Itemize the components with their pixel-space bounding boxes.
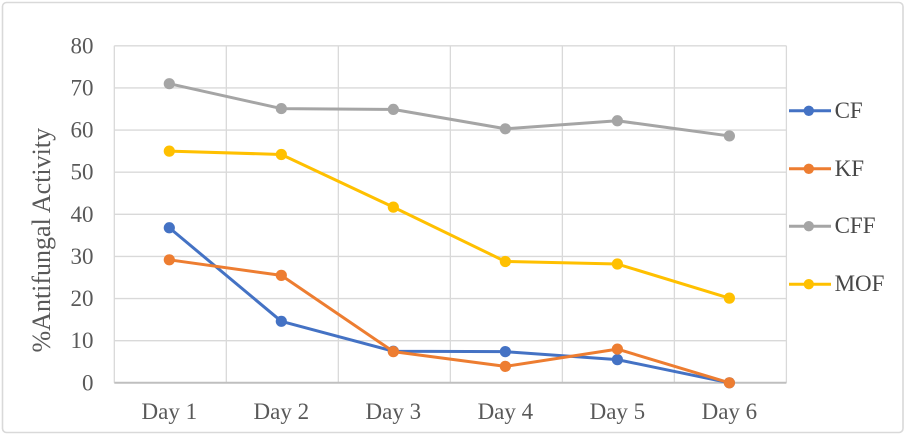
svg-text:Day 2: Day 2 <box>254 399 310 424</box>
svg-text:30: 30 <box>71 244 94 269</box>
svg-text:60: 60 <box>71 118 94 143</box>
svg-text:70: 70 <box>71 75 94 100</box>
svg-text:40: 40 <box>71 202 94 227</box>
svg-text:80: 80 <box>71 33 94 58</box>
svg-text:CF: CF <box>835 98 863 123</box>
svg-text:20: 20 <box>71 286 94 311</box>
svg-text:KF: KF <box>835 156 864 181</box>
svg-text:Day 4: Day 4 <box>478 399 534 424</box>
svg-text:Day 5: Day 5 <box>590 399 646 424</box>
svg-text:Day 3: Day 3 <box>366 399 422 424</box>
svg-text:%Antifungal Activity: %Antifungal Activity <box>27 128 56 353</box>
svg-text:10: 10 <box>71 328 94 353</box>
svg-text:CFF: CFF <box>835 213 876 238</box>
svg-text:Day 1: Day 1 <box>142 399 198 424</box>
svg-text:0: 0 <box>82 370 94 395</box>
svg-text:MOF: MOF <box>835 271 885 296</box>
svg-text:50: 50 <box>71 160 94 185</box>
svg-text:Day 6: Day 6 <box>702 399 758 424</box>
